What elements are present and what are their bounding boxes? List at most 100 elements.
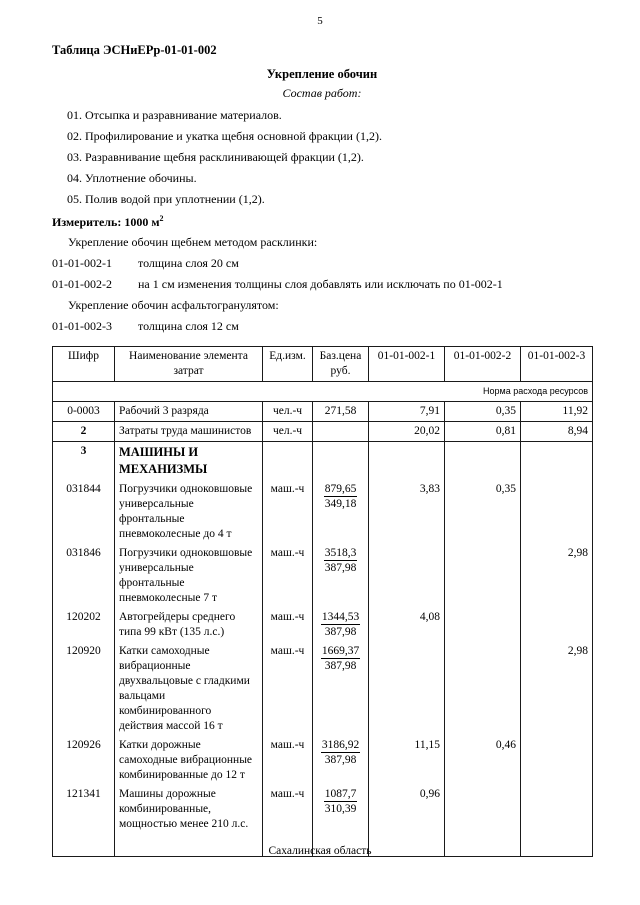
cell-variant-1 [368,642,445,736]
cell-price [312,441,369,480]
price-fraction: 1669,37 387,98 [320,644,361,673]
cell-section-title: МАШИНЫ И МЕХАНИЗМЫ [114,441,263,480]
price-denominator: 387,98 [324,562,357,574]
price-numerator: 1344,53 [320,611,361,625]
cell-price: 1087,7 310,39 [312,785,369,834]
cell-unit: чел.-ч [262,421,313,442]
table-row: 120920 Катки самоходные вибрационные дву… [52,642,593,736]
work-item: 02. Профилирование и укатка щебня основн… [67,129,382,143]
price-numerator: 879,65 [323,483,358,497]
document-title: Укрепление обочин [266,67,378,81]
column-header-variant-2: 01-01-002-2 [444,346,521,382]
variant-line: 01-01-002-2 на 1 см изменения толщины сло… [52,274,592,295]
page-number: 5 [317,15,323,27]
work-item: 03. Разравнивание щебня расклинивающей ф… [67,150,364,164]
cell-variant-3 [520,480,593,544]
price-denominator: 310,39 [324,803,357,815]
price-fraction: 1087,7 310,39 [323,787,358,816]
table-row: 120202 Автогрейдеры среднего типа 99 кВт… [52,608,593,642]
cell-variant-1: 7,91 [368,401,445,422]
variant-desc: толщина слоя 20 см [138,256,239,270]
cell-variant-2: 0,35 [444,480,521,544]
cell-unit [262,441,313,480]
variant-line: 01-01-002-3 толщина слоя 12 см [52,316,592,337]
price-fraction: 3186,92 387,98 [320,738,361,767]
cell-code: 031846 [52,544,115,608]
price-numerator: 3518,3 [323,547,358,561]
table-row: 120926 Катки дорожные самоходные вибраци… [52,736,593,785]
price-denominator: 349,18 [324,498,357,510]
norm-rate-label: Норма расхода ресурсов [52,381,593,402]
cell-variant-2 [444,642,521,736]
cell-price: 1669,37 387,98 [312,642,369,736]
cell-name: Погрузчики одноковшовые универсальные фр… [114,480,263,544]
variant-code: 01-01-002-3 [52,319,112,333]
cell-code: 031844 [52,480,115,544]
table-row-section-heading: 3 МАШИНЫ И МЕХАНИЗМЫ [52,441,593,480]
column-header-unit: Ед.изм. [262,346,313,382]
column-header-price: Баз.цена руб. [312,346,369,382]
work-item: 05. Полив водой при уплотнении (1,2). [67,192,265,206]
price-numerator: 3186,92 [320,739,361,753]
cell-code: 120926 [52,736,115,785]
variant-group1-heading: Укрепление обочин щебнем методом расклин… [68,235,318,249]
price-numerator: 1087,7 [323,788,358,802]
cell-variant-3 [520,608,593,642]
cell-variant-2: 0,35 [444,401,521,422]
price-fraction: 879,65 349,18 [323,482,358,511]
cell-unit: маш.-ч [262,785,313,834]
cell-variant-3 [520,736,593,785]
cell-unit: маш.-ч [262,642,313,736]
document-body: Таблица ЭСНиЕРр-01-01-002 Укрепление обо… [52,42,593,857]
table-row: 031846 Погрузчики одноковшовые универсал… [52,544,593,608]
cell-name: Автогрейдеры среднего типа 99 кВт (135 л… [114,608,263,642]
cell-code: 3 [52,441,115,480]
work-item: 01. Отсыпка и разравнивание материалов. [67,108,282,122]
table-header: Шифр Наименование элемента затрат Ед.изм… [52,346,593,402]
price-denominator: 387,98 [324,754,357,766]
cell-variant-2: 0,81 [444,421,521,442]
table-caption: Таблица ЭСНиЕРр-01-01-002 [52,43,217,57]
cell-variant-1: 4,08 [368,608,445,642]
cell-price: 879,65 349,18 [312,480,369,544]
cell-variant-1: 11,15 [368,736,445,785]
price-denominator: 387,98 [324,626,357,638]
cell-name: Катки самоходные вибрационные двухвальцо… [114,642,263,736]
cell-name: Затраты труда машинистов [114,421,263,442]
measure-superscript: 2 [159,214,164,223]
variant-code: 01-01-002-1 [52,256,112,270]
cell-price: 1344,53 387,98 [312,608,369,642]
column-header-variant-1: 01-01-002-1 [368,346,445,382]
cell-code: 120202 [52,608,115,642]
cell-price: 3518,3 387,98 [312,544,369,608]
table-body-labour: 0-0003 Рабочий 3 разряда чел.-ч 271,58 7… [52,401,593,442]
variant-group2-heading: Укрепление обочин асфальтогранулятом: [68,298,279,312]
cell-variant-2 [444,608,521,642]
cell-price: 271,58 [312,401,369,422]
cell-variant-1 [368,441,445,480]
cell-variant-2 [444,544,521,608]
cell-variant-2 [444,785,521,834]
price-numerator: 1669,37 [320,645,361,659]
price-denominator: 387,98 [324,660,357,672]
measure-unit: Измеритель: 1000 м2 [52,213,592,232]
table-row: 2 Затраты труда машинистов чел.-ч 20,02 … [52,421,593,442]
cell-price [312,421,369,442]
cell-variant-2: 0,46 [444,736,521,785]
cell-unit: чел.-ч [262,401,313,422]
cell-variant-1: 3,83 [368,480,445,544]
cell-name: Машины дорожные комбинированные, мощност… [114,785,263,834]
variant-code: 01-01-002-2 [52,277,112,291]
cell-price: 3186,92 387,98 [312,736,369,785]
cell-name: Погрузчики одноковшовые универсальные фр… [114,544,263,608]
variant-desc: на 1 см изменения толщины слоя добавлять… [138,277,503,291]
table-row: 0-0003 Рабочий 3 разряда чел.-ч 271,58 7… [52,401,593,422]
cell-variant-3: 8,94 [520,421,593,442]
rates-table: Шифр Наименование элемента затрат Ед.изм… [52,346,593,857]
cell-variant-3: 2,98 [520,544,593,608]
cell-name: Рабочий 3 разряда [114,401,263,422]
cell-variant-3: 11,92 [520,401,593,422]
norm-rate-row: Норма расхода ресурсов [52,381,593,402]
cell-variant-1: 0,96 [368,785,445,834]
